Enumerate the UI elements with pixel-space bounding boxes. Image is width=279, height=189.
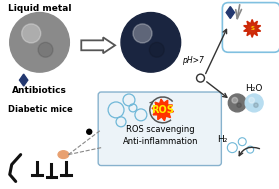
Circle shape bbox=[149, 42, 164, 57]
Circle shape bbox=[38, 42, 53, 57]
Circle shape bbox=[249, 97, 254, 103]
FancyArrow shape bbox=[81, 37, 115, 53]
Polygon shape bbox=[226, 7, 234, 19]
Text: H₂O: H₂O bbox=[246, 84, 263, 93]
Polygon shape bbox=[152, 99, 174, 121]
Text: H₂: H₂ bbox=[217, 135, 228, 144]
Ellipse shape bbox=[21, 131, 72, 165]
Circle shape bbox=[232, 97, 238, 103]
FancyBboxPatch shape bbox=[98, 92, 221, 166]
Circle shape bbox=[121, 12, 181, 72]
Text: Liquid metal: Liquid metal bbox=[8, 4, 71, 13]
Circle shape bbox=[22, 24, 41, 43]
Circle shape bbox=[83, 114, 99, 130]
Circle shape bbox=[66, 121, 100, 155]
Circle shape bbox=[237, 103, 241, 107]
Circle shape bbox=[133, 24, 152, 43]
Ellipse shape bbox=[58, 151, 69, 159]
Polygon shape bbox=[244, 19, 261, 37]
Circle shape bbox=[254, 103, 258, 107]
Text: ROS: ROS bbox=[151, 105, 174, 115]
Text: Antibiotics: Antibiotics bbox=[12, 86, 67, 94]
Text: Diabetic mice: Diabetic mice bbox=[8, 105, 73, 114]
Text: pH>7: pH>7 bbox=[182, 56, 203, 65]
Circle shape bbox=[245, 94, 263, 112]
Polygon shape bbox=[20, 74, 28, 86]
Text: Anti-inflammation: Anti-inflammation bbox=[123, 137, 199, 146]
Text: S: S bbox=[250, 26, 254, 31]
Text: ROS scavenging: ROS scavenging bbox=[126, 125, 195, 134]
Circle shape bbox=[87, 129, 92, 134]
Circle shape bbox=[228, 94, 246, 112]
Circle shape bbox=[10, 12, 69, 72]
